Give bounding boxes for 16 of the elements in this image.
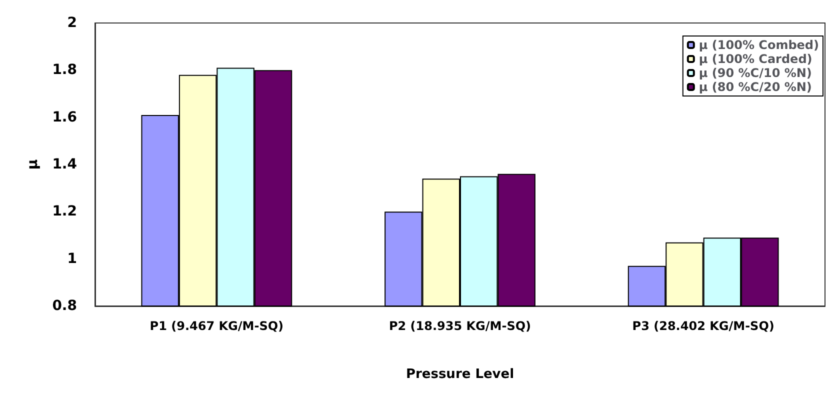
- y-tick-label: 0.8: [52, 298, 77, 314]
- legend-label: μ (80 %C/20 %N): [698, 80, 812, 94]
- legend-label: μ (100% Carded): [698, 52, 812, 66]
- y-tick-label: 1.4: [52, 156, 78, 172]
- x-tick-label: P2 (18.935 KG/M-SQ): [388, 319, 532, 333]
- x-axis-title: Pressure Level: [406, 367, 514, 382]
- x-tick-label: P1 (9.467 KG/M-SQ): [150, 319, 284, 333]
- y-tick-label: 1: [67, 250, 77, 267]
- x-tick-label: P3 (28.402 KG/M-SQ): [632, 319, 774, 333]
- legend-label: μ (100% Combed): [698, 38, 820, 52]
- y-tick-label: 1.6: [52, 109, 77, 126]
- y-tick-label: 1.2: [52, 204, 77, 220]
- legend-label: μ (90 %C/10 %N): [698, 66, 812, 80]
- y-tick-label: 2: [67, 15, 77, 31]
- y-axis-title: μ: [25, 159, 41, 170]
- y-tick-label: 1.8: [52, 62, 77, 78]
